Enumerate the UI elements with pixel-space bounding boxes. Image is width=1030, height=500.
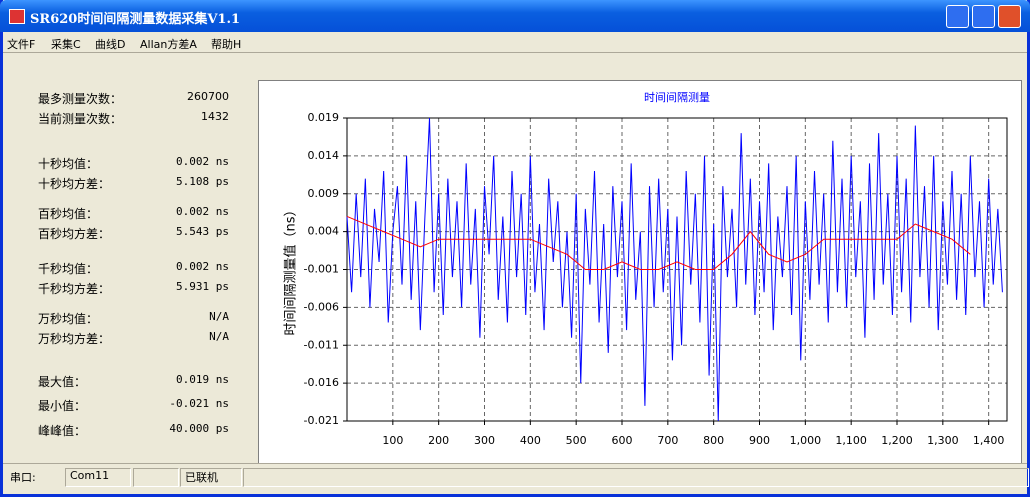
y-tick-label: -0.011 [304,338,339,351]
stat-value: 1432 [201,110,229,123]
menu-bar: 文件F 采集C 曲线D Allan方差A 帮助H [3,32,1027,53]
chart-title: 时间间隔测量 [644,91,710,104]
y-tick-label: 0.009 [308,187,340,200]
stat-label: 最多测量次数： [38,92,123,106]
port-label: 串口: [10,471,36,484]
connection-state: 已联机 [180,468,242,487]
stat-label: 万秒均方差： [38,332,111,346]
stat-label: 十秒均值： [38,157,99,171]
menu-item[interactable]: 文件F [7,38,36,51]
stat-label: 峰峰值： [38,424,87,438]
stats-panel: 最多测量次数： 260700 当前测量次数： 1432 十秒均值： 0.002 ns 十秒均… [8,50,251,460]
menu-item[interactable]: 采集C [51,38,81,51]
x-tick-label: 1,100 [835,434,867,447]
y-tick-label: -0.016 [304,376,339,389]
stat-label: 万秒均值： [38,312,99,326]
chart-panel: 时间间隔测量时间间隔测量值（ns） 0.019 0.014 0.009 0.004 -0.… [258,80,1022,464]
x-tick-label: 500 [566,434,587,447]
close-button[interactable] [998,5,1021,28]
x-tick-label: 1,300 [927,434,959,447]
status-bar: 串口: Com11 已联机 [3,463,1029,490]
title-bar: SR620时间间隔测量数据采集V1.1 [0,0,1030,32]
y-tick-label: 0.004 [308,225,340,238]
minimize-button[interactable] [946,5,969,28]
x-tick-label: 600 [612,434,633,447]
stat-label: 十秒均方差： [38,177,111,191]
menu-item[interactable]: 帮助H [211,38,242,51]
stat-value: 260700 [187,90,229,103]
stat-value: N/A [209,330,229,343]
x-tick-label: 100 [382,434,403,447]
status-cell [133,468,179,487]
stat-label: 当前测量次数： [38,112,123,126]
x-tick-label: 400 [520,434,541,447]
y-axis-label: 时间间隔测量值（ns） [283,203,299,335]
stat-value: 0.019 ns [176,373,229,386]
y-tick-label: -0.001 [304,263,339,276]
x-tick-label: 300 [474,434,495,447]
status-cell [243,468,1029,487]
x-tick-label: 700 [657,434,678,447]
stat-value: 0.002 ns [176,155,229,168]
x-tick-label: 1,400 [973,434,1005,447]
stat-value: -0.021 ns [169,397,229,410]
stat-value: 40.000 ps [169,422,229,435]
stat-value: 0.002 ns [176,260,229,273]
menu-item[interactable]: Allan方差A [140,38,197,51]
stat-value: N/A [209,310,229,323]
x-tick-label: 1,200 [881,434,913,447]
plot-frame [346,117,1008,422]
app-icon [9,9,25,24]
x-tick-label: 200 [428,434,449,447]
stat-label: 最大值： [38,375,87,389]
y-tick-label: -0.021 [304,414,339,427]
stat-label: 千秒均方差： [38,282,111,296]
stat-label: 最小值： [38,399,87,413]
stat-label: 百秒均值： [38,207,99,221]
stat-value: 5.931 ps [176,280,229,293]
port-value: Com11 [65,468,131,487]
stat-label: 千秒均值： [38,262,99,276]
series-line [346,117,1003,422]
series-line [346,216,971,270]
stat-value: 0.002 ns [176,205,229,218]
y-tick-label: 0.014 [308,149,340,162]
x-tick-label: 800 [703,434,724,447]
window-title: SR620时间间隔测量数据采集V1.1 [30,12,241,27]
stat-value: 5.543 ps [176,225,229,238]
x-tick-label: 1,000 [790,434,822,447]
x-tick-label: 900 [749,434,770,447]
maximize-button[interactable] [972,5,995,28]
stat-label: 百秒均方差： [38,227,111,241]
y-tick-label: 0.019 [308,111,340,124]
y-tick-label: -0.006 [304,300,339,313]
stat-value: 5.108 ps [176,175,229,188]
menu-item[interactable]: 曲线D [95,38,126,51]
